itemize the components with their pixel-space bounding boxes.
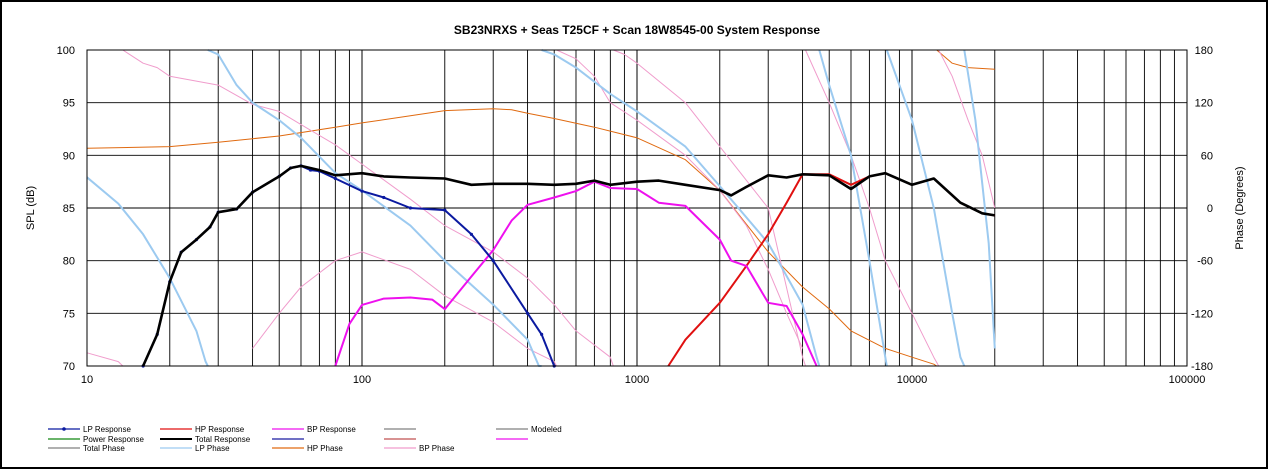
x-tick-label: 1000 — [625, 374, 649, 386]
series-line-lp-response — [142, 164, 556, 367]
legend-label: Total Phase — [83, 444, 125, 453]
y-tick-label: 90 — [63, 150, 75, 162]
series-point-lp-response — [540, 332, 544, 336]
y2-axis-label: Phase (Degrees) — [1234, 166, 1246, 249]
series-line-bp-phase — [252, 49, 804, 367]
series-point-lp-response — [525, 311, 530, 315]
y-axis-label: SPL (dB) — [25, 186, 37, 230]
series-point-lp-response — [408, 206, 413, 210]
y2-tick-label: 120 — [1195, 98, 1213, 110]
series-line-bp-response — [334, 180, 818, 367]
y-tick-label: 85 — [63, 203, 75, 215]
y-tick-label: 100 — [57, 45, 75, 57]
legend-label: BP Response — [307, 425, 356, 434]
y2-tick-label: -60 — [1197, 256, 1213, 268]
y-tick-label: 70 — [63, 361, 75, 373]
legend-label: HP Phase — [307, 444, 343, 453]
series-point-lp-response — [443, 208, 447, 212]
plot-area — [86, 49, 1188, 367]
x-tick-label: 10 — [81, 374, 93, 386]
chart-title: SB23NRXS + Seas T25CF + Scan 18W8545-00 … — [454, 23, 821, 37]
legend-label: HP Response — [195, 425, 245, 434]
series-point-lp-response — [469, 232, 474, 236]
legend: LP Response HP Response BP Response Modeled… — [48, 425, 562, 453]
y2-tick-label: 60 — [1201, 150, 1213, 162]
legend-label: BP Phase — [419, 444, 455, 453]
x-tick-label: 100000 — [1169, 374, 1206, 386]
y-tick-label: 80 — [63, 256, 75, 268]
y-tick-label: 75 — [63, 308, 75, 320]
legend-marker — [62, 427, 66, 431]
legend-label: Modeled — [531, 425, 562, 434]
series-point-lp-response — [333, 176, 337, 181]
legend-label: LP Response — [83, 425, 131, 434]
series-line-hp-response — [667, 172, 995, 367]
series-line-hp-phase — [86, 49, 995, 367]
x-tick-label: 100 — [353, 374, 371, 386]
y2-tick-label: -120 — [1191, 308, 1213, 320]
y-tick-label: 95 — [63, 98, 75, 110]
series-line-total-response — [141, 164, 996, 367]
series-group — [86, 49, 996, 368]
series-point-lp-response — [382, 195, 386, 200]
legend-label: LP Phase — [195, 444, 230, 453]
grid — [86, 49, 1187, 367]
tick-labels: 10 100 1000 10000 100000 70 75 80 85 90 95 100 -180 -… — [57, 45, 1213, 386]
legend-label: Total Response — [195, 435, 251, 444]
y2-tick-label: 180 — [1195, 45, 1213, 57]
legend-label: Power Response — [83, 435, 144, 444]
y2-tick-label: 0 — [1207, 203, 1213, 215]
y2-tick-label: -180 — [1191, 361, 1213, 373]
series-point-lp-response — [491, 259, 495, 263]
series-point-lp-response — [360, 189, 364, 193]
series-line-total-phase — [86, 49, 996, 367]
x-tick-label: 10000 — [897, 374, 928, 386]
